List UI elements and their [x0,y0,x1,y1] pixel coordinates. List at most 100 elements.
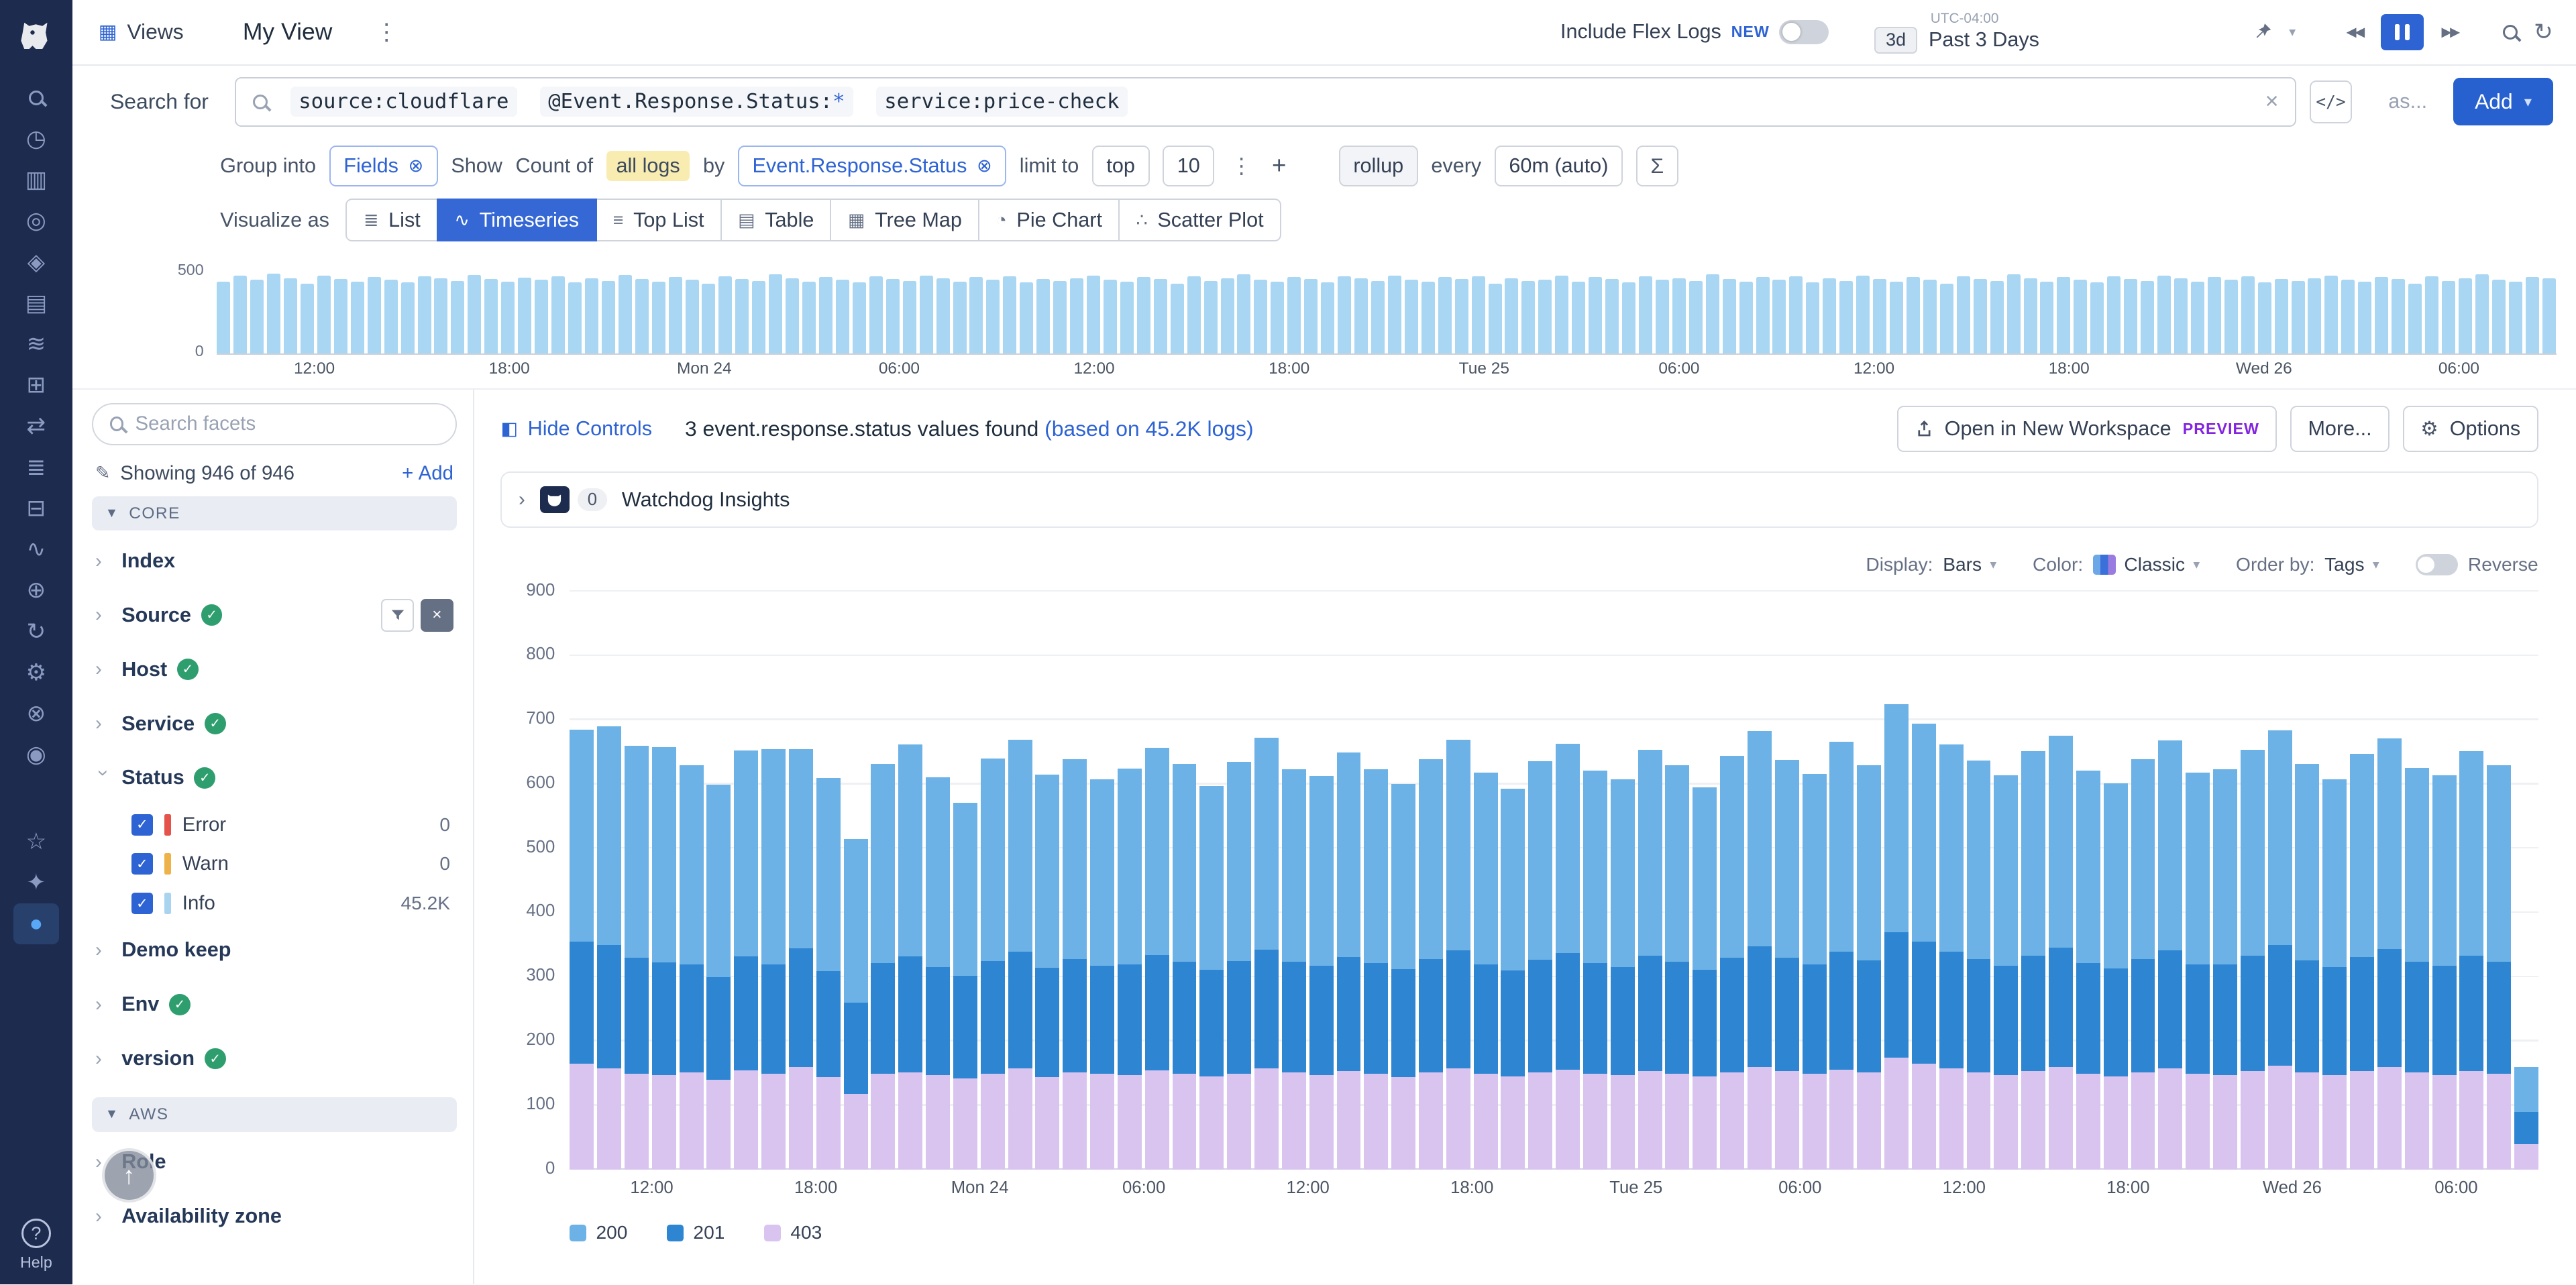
facet-item-service[interactable]: › Service ✓ [92,697,457,751]
time-range-picker[interactable]: UTC-04:00 3d Past 3 Days [1874,11,2039,54]
chevron-right-icon[interactable]: › [95,604,102,626]
search-input[interactable]: source:cloudflare @Event.Response.Status… [235,77,2297,127]
order-by-select[interactable]: Tags ▾ [2324,554,2379,575]
sync-icon[interactable]: ↻ [26,618,46,645]
color-select[interactable]: Classic ▾ [2092,554,2200,575]
legend-item-403[interactable]: 403 [764,1222,822,1243]
search-token[interactable]: @Event.Response.Status:* [540,87,853,117]
scroll-to-top-button[interactable]: ↑ [101,1148,156,1203]
viz-pie-chart-button[interactable]: ◔ Pie Chart [977,199,1120,241]
add-facet-button[interactable]: + Add [402,462,453,485]
based-on-logs-link[interactable]: (based on 45.2K logs) [1044,416,1254,441]
integrations-icon[interactable]: ⊕ [26,577,46,604]
viz-top-list-button[interactable]: ≡ Top List [595,199,722,241]
viz-list-button[interactable]: ≣ List [345,199,439,241]
metrics-icon[interactable]: ▥ [25,167,48,193]
watchdog-icon[interactable]: ◉ [25,742,46,768]
filter-facet-button[interactable] [381,598,415,632]
chevron-right-icon[interactable]: › [95,938,102,961]
rollup-chip[interactable]: rollup [1338,145,1418,186]
facet-item-availability-zone[interactable]: › Availability zone [92,1189,457,1243]
search-token[interactable]: source:cloudflare [290,87,517,117]
edit-facets-icon[interactable]: ✎ [95,463,111,484]
fast-forward-button[interactable]: ▶▶ [2441,24,2461,40]
chevron-right-icon[interactable]: › [95,993,102,1015]
remove-facet-filter-button[interactable]: × [420,598,453,632]
query-options-kebab-icon[interactable]: ⋮ [1230,154,1252,178]
facet-value-error[interactable]: ✓ Error 0 [92,805,457,844]
range-shortcut[interactable]: 3d [1874,27,1917,54]
hide-controls-button[interactable]: ◧ Hide Controls [500,417,652,441]
zoom-out-icon[interactable] [2502,24,2518,40]
clear-search-icon[interactable]: × [2265,89,2279,115]
checkbox-checked[interactable]: ✓ [131,853,153,875]
search-token[interactable]: service:price-check [876,87,1128,117]
facet-item-version[interactable]: › version ✓ [92,1031,457,1086]
range-label[interactable]: Past 3 Days [1928,28,2039,52]
history-icon[interactable]: ◷ [25,125,46,152]
display-select[interactable]: Bars ▾ [1943,554,1996,575]
rewind-button[interactable]: ◀◀ [2346,24,2365,40]
security-icon[interactable]: ◈ [27,249,46,275]
facet-item-status[interactable]: › Status ✓ [92,750,457,805]
facet-section-aws[interactable]: ▼ AWS [92,1097,457,1132]
views-button[interactable]: ▦ Views [99,19,184,44]
infrastructure-icon[interactable]: ▤ [25,290,48,316]
logs-icon[interactable]: ≣ [26,454,46,480]
facet-search-input[interactable] [92,402,457,446]
chevron-right-icon[interactable]: › [95,712,102,734]
facet-search-field[interactable] [135,412,439,436]
facet-value-warn[interactable]: ✓ Warn 0 [92,844,457,884]
search-icon[interactable] [13,77,60,118]
limit-count-select[interactable]: 10 [1163,145,1215,186]
chevron-down-icon[interactable]: › [93,769,115,777]
legend-item-200[interactable]: 200 [570,1222,627,1243]
facet-item-env[interactable]: › Env ✓ [92,977,457,1031]
by-field-chip[interactable]: Event.Response.Status ⊗ [737,145,1007,186]
chevron-right-icon[interactable]: › [95,549,102,572]
legend-item-201[interactable]: 201 [667,1222,724,1243]
checkbox-checked[interactable]: ✓ [131,893,153,915]
apm-icon[interactable]: ∿ [26,537,46,563]
viz-table-button[interactable]: ▤ Table [720,199,832,241]
watchdog-insights-bar[interactable]: › 0 Watchdog Insights [500,471,2538,528]
facet-item-index[interactable]: › Index [92,534,457,588]
pause-button[interactable] [2381,14,2424,50]
chevron-right-icon[interactable]: › [95,1205,102,1227]
chevron-right-icon[interactable]: › [95,1047,102,1070]
facet-value-info[interactable]: ✓ Info 45.2K [92,884,457,924]
live-refresh-icon[interactable]: ↻ [2534,19,2553,45]
reverse-toggle[interactable] [2415,553,2459,575]
measure-all-logs[interactable]: all logs [606,150,690,181]
options-button[interactable]: ⚙ Options [2402,406,2538,453]
viz-timeseries-button[interactable]: ∿ Timeseries [436,199,597,241]
more-button[interactable]: More... [2290,406,2390,453]
checkbox-checked[interactable]: ✓ [131,814,153,836]
facet-item-source[interactable]: › Source ✓ × [92,588,457,642]
chevron-right-icon[interactable]: › [95,1150,102,1173]
remove-chip-icon[interactable]: ⊗ [408,155,424,176]
sparkle-icon[interactable]: ✦ [26,870,46,896]
open-in-workspace-button[interactable]: Open in New Workspace PREVIEW [1897,406,2277,453]
pipelines-icon[interactable]: ≋ [26,331,46,357]
terminal-icon[interactable]: ⊟ [26,495,46,521]
rollup-interval-select[interactable]: 60m (auto) [1494,145,1623,186]
facet-item-host[interactable]: › Host ✓ [92,642,457,697]
save-as-label[interactable]: as... [2388,90,2428,113]
remove-chip-icon[interactable]: ⊗ [977,155,992,176]
teams-icon[interactable]: ☆ [25,828,47,854]
facet-section-core[interactable]: ▼ CORE [92,496,457,531]
current-app-icon[interactable]: ● [13,903,60,945]
chevron-right-icon[interactable]: › [95,658,102,681]
services-icon[interactable]: ⊞ [26,372,46,398]
monitors-icon[interactable]: ◎ [25,208,46,234]
group-by-fields-chip[interactable]: Fields ⊗ [329,145,438,186]
settings-icon[interactable]: ⚙ [25,659,47,685]
help-icon[interactable]: ? [21,1219,51,1249]
viz-scatter-plot-button[interactable]: ∴ Scatter Plot [1118,199,1282,241]
raw-query-button[interactable]: </> [2309,80,2353,123]
view-menu-kebab-icon[interactable]: ⋮ [375,19,398,45]
tools-icon[interactable]: ⊗ [26,700,46,726]
facet-item-demo-keep[interactable]: › Demo keep [92,924,457,978]
viz-tree-map-button[interactable]: ▦ Tree Map [830,199,980,241]
